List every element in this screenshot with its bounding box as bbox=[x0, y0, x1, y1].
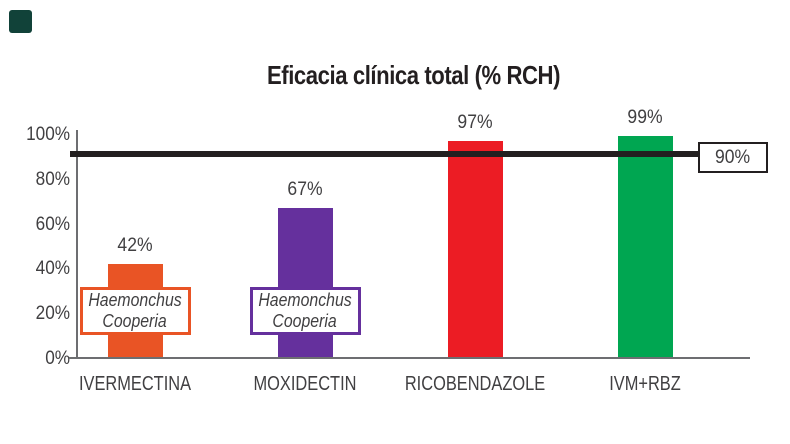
annotation-box-moxidectin: Haemonchus Cooperia bbox=[249, 287, 361, 335]
bar-value-label: 97% bbox=[457, 110, 493, 133]
y-tick-label: 20% bbox=[35, 302, 70, 325]
threshold-90-label-box: 90% bbox=[698, 142, 768, 174]
threshold-90-line bbox=[70, 151, 698, 158]
corner-decoration-square bbox=[9, 10, 32, 33]
x-axis-line bbox=[69, 357, 750, 359]
x-axis-label-moxidectin: MOXIDECTIN bbox=[253, 373, 357, 395]
chart-title: Eficacia clínica total (% RCH) bbox=[266, 60, 561, 90]
y-tick-label: 60% bbox=[35, 212, 70, 235]
x-axis-label-ricobendazole: RICOBENDAZOLE bbox=[404, 373, 546, 395]
bar-ivm+rbz bbox=[617, 136, 673, 357]
x-axis-label-ivm+rbz: IVM+RBZ bbox=[609, 373, 681, 395]
annotation-text-line: Haemonchus bbox=[88, 290, 182, 310]
y-tick-label: 80% bbox=[35, 167, 70, 190]
annotation-text-line: Haemonchus bbox=[258, 290, 352, 310]
y-tick-label: 0% bbox=[45, 347, 70, 369]
threshold-90-label: 90% bbox=[715, 146, 751, 169]
y-tick-label: 100% bbox=[26, 123, 70, 145]
bar-value-label: 42% bbox=[117, 233, 153, 256]
bar-ricobendazole bbox=[447, 140, 503, 357]
bar-value-label: 67% bbox=[287, 177, 323, 200]
annotation-text-line: Cooperia bbox=[102, 311, 168, 331]
y-axis-line bbox=[76, 130, 78, 358]
bar-value-label: 99% bbox=[627, 106, 663, 129]
y-tick-label: 40% bbox=[35, 257, 70, 280]
annotation-text-line: Cooperia bbox=[272, 311, 338, 331]
annotation-box-ivermectina: Haemonchus Cooperia bbox=[79, 287, 191, 335]
x-axis-label-ivermectina: IVERMECTINA bbox=[78, 373, 192, 395]
